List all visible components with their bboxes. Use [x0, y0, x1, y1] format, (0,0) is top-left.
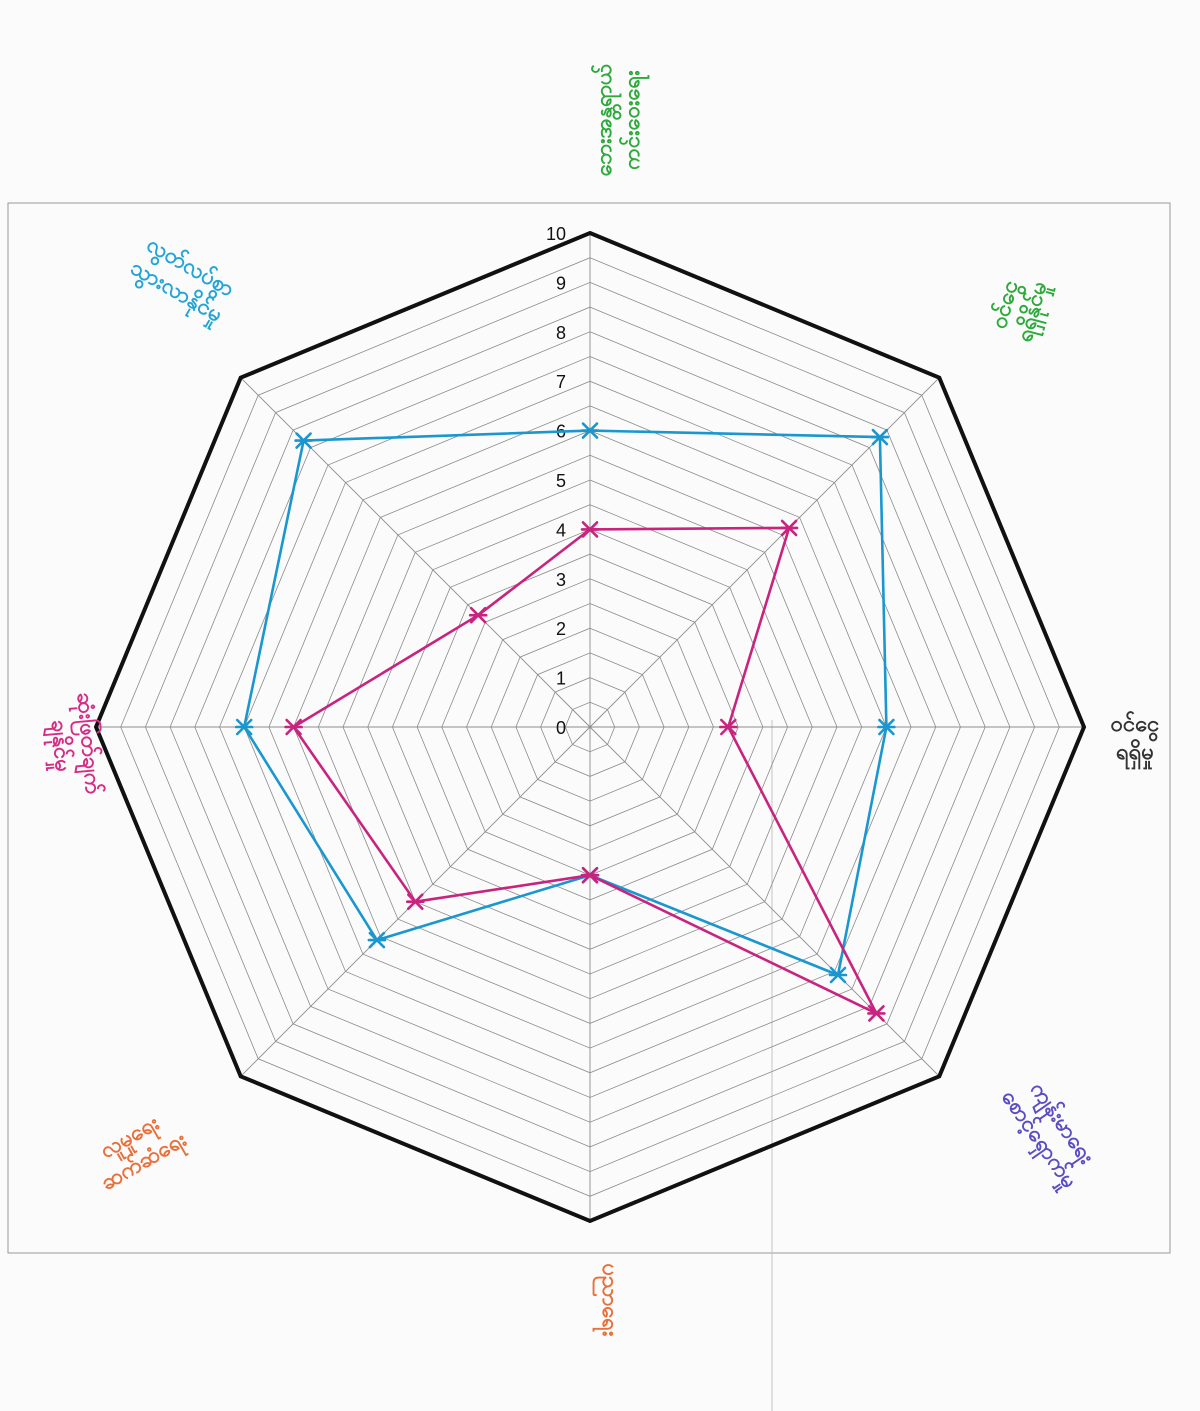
axis-label: ဘေးအန္တရာယ် ကင်းဝေးရေး — [590, 64, 650, 176]
series-point — [294, 432, 313, 449]
axis-label: လွတ်လပ်စွာသွားလာနိုင်မှု — [123, 229, 241, 332]
axis-label: လူမှုရေးဆက်ဆံရေး — [83, 1103, 194, 1201]
series-point — [877, 718, 896, 736]
tick-label: 3 — [556, 570, 566, 590]
series-point — [867, 1005, 886, 1022]
axis-label: ဝင်ငွေရရှိမှု — [1111, 710, 1160, 770]
tick-label: 8 — [556, 323, 566, 343]
tick-label: 1 — [556, 669, 566, 689]
axis-label: ပညာရေး — [592, 1263, 622, 1336]
tick-label: 10 — [546, 224, 566, 244]
tick-label: 4 — [556, 520, 566, 540]
axis-spoke — [240, 377, 591, 728]
outer-boundary — [93, 230, 1087, 1224]
series-point — [828, 966, 848, 984]
axis-label: ကျန်းမာရေးစောင့်ရှောက်မှု — [992, 1068, 1106, 1196]
series-point — [580, 521, 600, 538]
series-point — [406, 893, 425, 910]
series-point — [284, 718, 303, 736]
series-point — [870, 428, 890, 446]
tick-label: 5 — [556, 471, 566, 491]
tick-label: 2 — [556, 619, 566, 639]
axis-label: ဝင်ငွေရရှိနိုင်မှု — [983, 271, 1057, 346]
series-point — [468, 606, 488, 624]
axis-label: ဆုံးဖြတ်ချက်ချနိုင်မှု — [39, 691, 109, 798]
plot-frame — [7, 202, 1171, 1254]
series-point — [580, 422, 600, 439]
series-point — [779, 519, 799, 537]
series-point — [580, 866, 600, 884]
series-point — [367, 931, 387, 949]
series-point — [719, 718, 738, 736]
tick-label: 9 — [556, 273, 566, 293]
tick-label: 0 — [556, 718, 566, 738]
series-point — [234, 718, 254, 736]
tick-label: 7 — [556, 372, 566, 392]
